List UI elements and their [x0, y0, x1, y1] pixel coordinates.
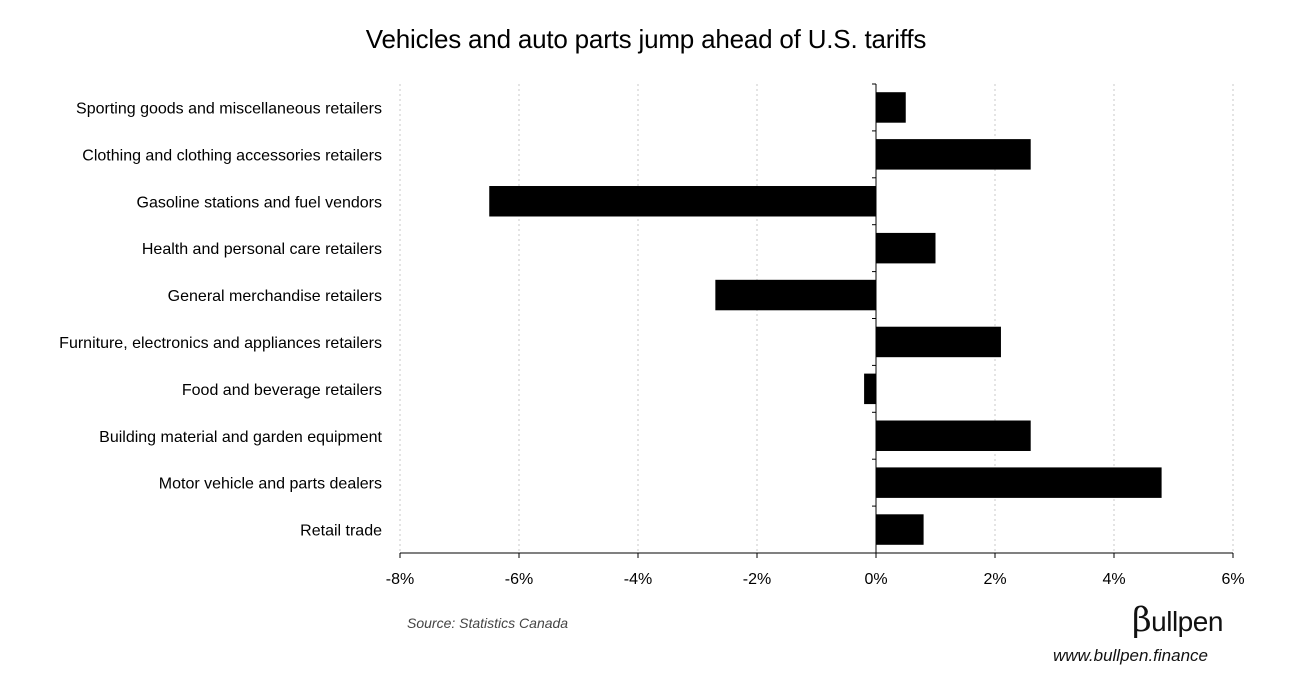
x-tick-label: 2% — [983, 571, 1006, 588]
tick-labels: -8% -6% -4% -2% 0% 2% 4% 6% — [386, 571, 1245, 588]
chart-title: Vehicles and auto parts jump ahead of U.… — [365, 24, 927, 54]
x-tick-label: 0% — [864, 571, 887, 588]
x-tick-label: -2% — [743, 571, 771, 588]
bar-5 — [876, 326, 1001, 358]
bar-9 — [876, 514, 924, 545]
category-labels: Sporting goods and miscellaneous retaile… — [59, 100, 382, 539]
category-label: Gasoline stations and fuel vendors — [137, 194, 382, 211]
bar-0 — [876, 92, 906, 123]
category-label: Motor vehicle and parts dealers — [159, 476, 382, 493]
bullpen-logo: βullpen — [1132, 600, 1223, 640]
x-tick-label: -6% — [505, 571, 533, 588]
source-note: Source: Statistics Canada — [407, 615, 569, 631]
bar-7 — [876, 420, 1031, 451]
category-label: Retail trade — [300, 523, 382, 540]
category-label: Furniture, electronics and appliances re… — [59, 335, 382, 352]
bar-3 — [876, 232, 936, 264]
category-label: Food and beverage retailers — [182, 382, 382, 399]
brand-url: www.bullpen.finance — [1053, 646, 1208, 665]
logo-wordmark: ullpen — [1151, 606, 1223, 637]
bar-4 — [715, 279, 876, 311]
axes — [399, 83, 1234, 558]
beta-logo-glyph: β — [1132, 600, 1152, 640]
x-tick-label: -4% — [624, 571, 652, 588]
bar-6 — [864, 373, 876, 405]
category-label: Building material and garden equipment — [99, 429, 382, 446]
x-tick-label: 4% — [1102, 571, 1125, 588]
category-label: Sporting goods and miscellaneous retaile… — [76, 100, 382, 117]
category-label: General merchandise retailers — [168, 288, 382, 305]
bar-2 — [489, 186, 876, 217]
category-label: Clothing and clothing accessories retail… — [82, 147, 382, 164]
bar-8 — [876, 467, 1162, 498]
x-tick-label: 6% — [1221, 571, 1244, 588]
bar-1 — [876, 139, 1031, 170]
bars — [489, 92, 1162, 545]
category-label: Health and personal care retailers — [142, 241, 382, 258]
x-tick-label: -8% — [386, 571, 414, 588]
